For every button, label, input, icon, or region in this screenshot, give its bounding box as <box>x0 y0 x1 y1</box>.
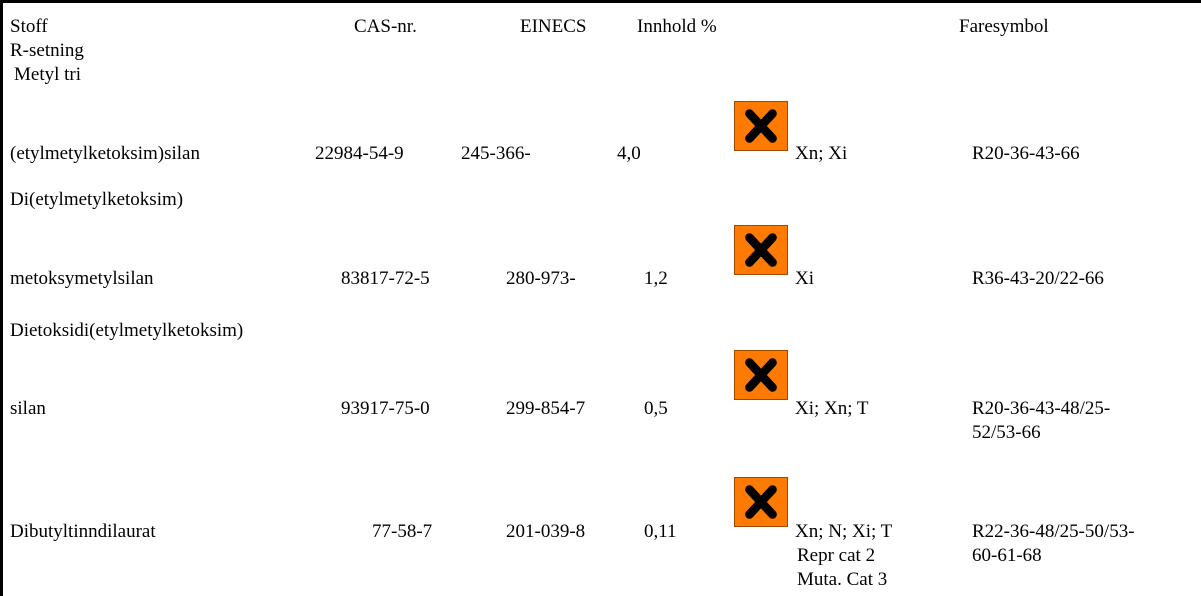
row-3-r-phrase-line-1: R20-36-43-48/25- <box>972 398 1111 419</box>
row-3-class: Xi; Xn; T <box>795 398 869 419</box>
row-2-name-line-1: Di(etylmetylketoksim) <box>10 189 184 210</box>
header-innhold: Innhold % <box>637 16 717 37</box>
header-cas: CAS-nr. <box>354 16 417 37</box>
row-4-class-line-3: Muta. Cat 3 <box>797 569 888 590</box>
row-4-class-line-1: Xn; N; Xi; T <box>795 521 893 542</box>
harmful-x-icon <box>734 477 788 527</box>
row-4-r-phrase-line-1: R22-36-48/25-50/53- <box>972 521 1135 542</box>
row-4-einecs: 201-039-8 <box>506 521 586 542</box>
cropped-text-fragment <box>8 0 44 3</box>
row-2-innhold: 1,2 <box>644 268 668 289</box>
row-4-cas: 77-58-7 <box>372 521 433 542</box>
row-1-r-phrase: R20-36-43-66 <box>972 143 1080 164</box>
cropped-text-fragment <box>860 0 1090 3</box>
harmful-x-icon <box>734 350 788 400</box>
header-einecs: EINECS <box>520 16 587 37</box>
row-1-innhold: 4,0 <box>617 143 641 164</box>
row-2-einecs: 280-973- <box>506 268 576 289</box>
row-2-name-line-2: metoksymetylsilan <box>10 268 154 289</box>
row-4-name: Dibutyltinndilaurat <box>10 521 156 542</box>
row-4-r-phrase-line-2: 60-61-68 <box>972 545 1042 566</box>
row-3-name-line-2: silan <box>10 398 46 419</box>
row-3-name-line-1: Dietoksidi(etylmetylketoksim) <box>10 320 244 341</box>
row-4-class-line-2: Repr cat 2 <box>797 545 876 566</box>
row-3-einecs: 299-854-7 <box>506 398 586 419</box>
row-3-innhold: 0,5 <box>644 398 668 419</box>
row-1-cas: 22984-54-9 <box>315 143 404 164</box>
row-3-r-phrase-line-2: 52/53-66 <box>972 422 1041 443</box>
header-faresymbol: Faresymbol <box>959 16 1049 37</box>
harmful-x-icon <box>734 225 788 275</box>
row-1-class: Xn; Xi <box>795 143 848 164</box>
header-stoff: Stoff <box>10 16 48 37</box>
table-left-border <box>0 0 3 596</box>
row-4-innhold: 0,11 <box>644 521 677 542</box>
cropped-text-fragment <box>480 0 640 3</box>
row-2-cas: 83817-72-5 <box>341 268 430 289</box>
row-2-r-phrase: R36-43-20/22-66 <box>972 268 1104 289</box>
row-3-cas: 93917-75-0 <box>341 398 430 419</box>
row-1-einecs: 245-366- <box>461 143 531 164</box>
header-rsetning: R-setning <box>10 40 84 61</box>
cropped-text-fragment <box>700 0 790 3</box>
cropped-text-fragment <box>80 0 200 3</box>
row-2-class: Xi <box>795 268 814 289</box>
row-1-name-line-1: Metyl tri <box>14 64 82 85</box>
row-1-name-line-2: (etylmetylketoksim)silan <box>10 143 200 164</box>
harmful-x-icon <box>734 101 788 151</box>
cropped-text-fragment <box>290 0 400 3</box>
